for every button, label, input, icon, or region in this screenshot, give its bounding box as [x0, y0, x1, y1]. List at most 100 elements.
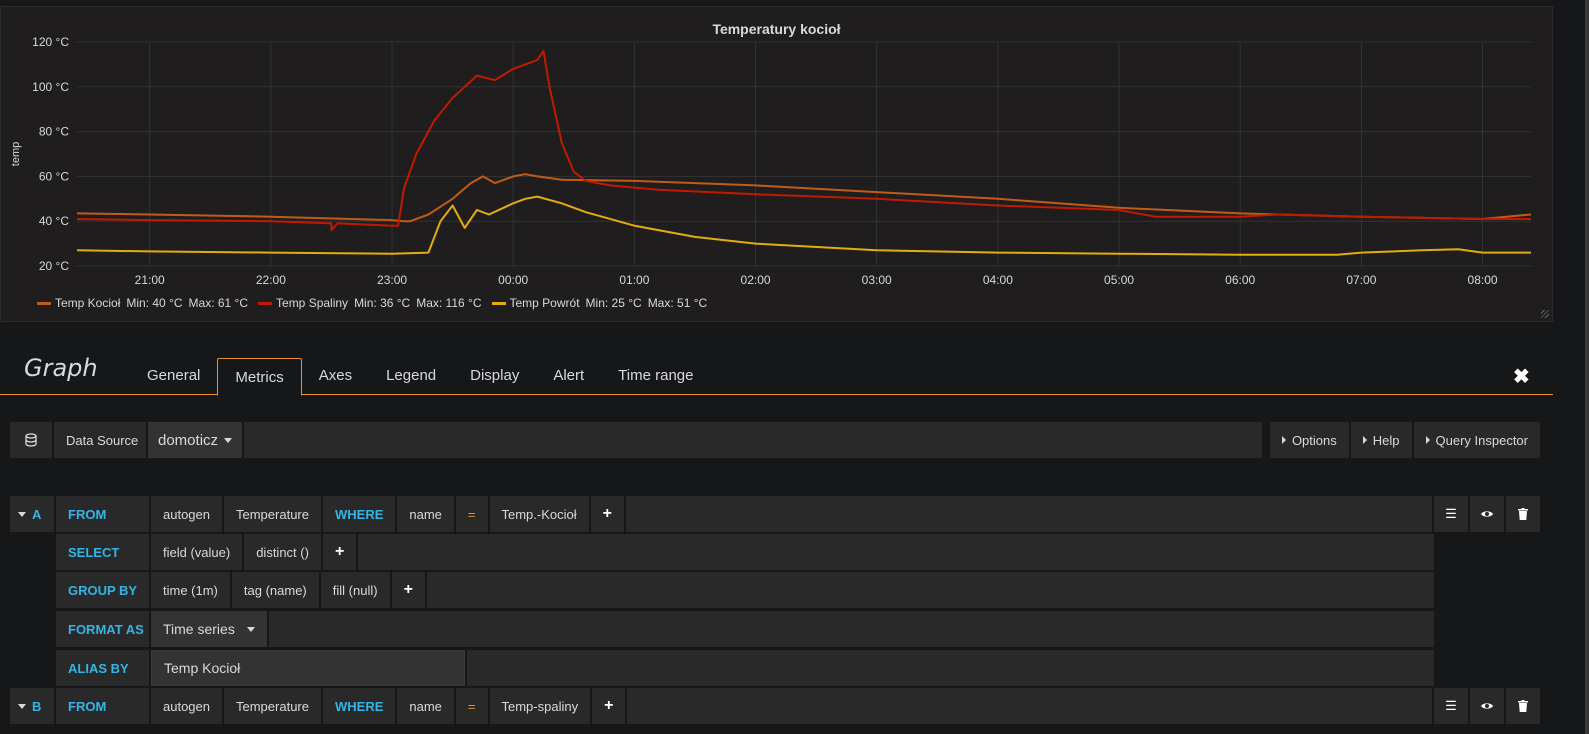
from-keyword: FROM: [56, 496, 149, 532]
x-tick-label: 06:00: [1225, 273, 1255, 287]
query-ref: A: [32, 506, 42, 522]
query-ref: B: [32, 698, 42, 714]
panel-resize-handle[interactable]: [1541, 310, 1549, 318]
groupby-keyword: GROUP BY: [56, 572, 149, 608]
x-tick-label: 03:00: [862, 273, 892, 287]
y-tick-label: 80 °C: [39, 125, 69, 139]
trash-icon[interactable]: [1506, 688, 1540, 724]
legend-swatch: [258, 301, 273, 305]
x-tick-label: 07:00: [1346, 273, 1376, 287]
trash-icon[interactable]: [1506, 496, 1540, 532]
series-line-0: [76, 173, 1532, 223]
datasource-select[interactable]: domoticz: [148, 422, 243, 458]
add-where-button[interactable]: +: [590, 496, 624, 532]
chevron-down-icon: [18, 511, 26, 517]
panel-title[interactable]: Temperatury kocioł: [712, 21, 841, 37]
scrollbar-thumb[interactable]: [1585, 0, 1589, 734]
query-inspector-label: Query Inspector: [1435, 432, 1529, 448]
x-tick-label: 05:00: [1104, 273, 1134, 287]
tab-legend[interactable]: Legend: [386, 367, 437, 384]
select-field-segment[interactable]: field (value): [151, 534, 243, 570]
database-icon: [10, 422, 52, 458]
legend-series-name: Temp Spaliny: [276, 296, 349, 310]
help-label: Help: [1372, 432, 1400, 448]
query-b-from-row: B FROM autogen Temperature WHERE name = …: [10, 688, 1540, 724]
select-function-segment[interactable]: distinct (): [244, 534, 321, 570]
x-tick-label: 22:00: [256, 273, 286, 287]
operator-segment[interactable]: =: [455, 496, 488, 532]
tag-value-segment[interactable]: Temp.-Kocioł: [489, 496, 589, 532]
query-a-toggle[interactable]: A: [10, 496, 54, 532]
x-tick-label: 21:00: [135, 273, 165, 287]
tag-value-segment[interactable]: Temp-spaliny: [489, 688, 591, 724]
row-spacer: [358, 534, 1434, 570]
add-groupby-button[interactable]: +: [391, 572, 425, 608]
y-tick-label: 100 °C: [32, 80, 69, 94]
datasource-row: Data Source domoticz Options Help Query …: [10, 422, 1540, 458]
caret-right-icon: [1425, 436, 1430, 444]
graph-panel: 20 °C 40 °C 60 °C 80 °C 100 °C 120 °C 21:00 22:…: [0, 6, 1553, 322]
caret-right-icon: [1281, 436, 1286, 444]
measurement-segment[interactable]: Temperature: [224, 688, 321, 724]
add-select-button[interactable]: +: [322, 534, 357, 570]
tab-axes[interactable]: Axes: [318, 367, 353, 384]
tab-alert[interactable]: Alert: [553, 367, 585, 384]
eye-icon[interactable]: [1470, 496, 1504, 532]
datasource-value: domoticz: [158, 431, 219, 449]
options-button[interactable]: Options: [1269, 422, 1349, 458]
chart-legend: Temp Kocioł Min: 40 °C Max: 61 °C Temp S…: [37, 296, 707, 310]
datasource-spacer: [244, 422, 1262, 458]
page-scrollbar[interactable]: [1556, 0, 1589, 734]
x-tick-label: 04:00: [983, 273, 1013, 287]
format-keyword: FORMAT AS: [56, 611, 149, 647]
row-spacer: [467, 650, 1434, 686]
x-tick-label: 00:00: [498, 273, 528, 287]
panel-editor: Graph General Metrics Axes Legend Displa…: [0, 340, 1553, 734]
query-inspector-button[interactable]: Query Inspector: [1413, 422, 1540, 458]
query-b-toggle[interactable]: B: [10, 688, 54, 724]
chevron-down-icon: [224, 437, 233, 443]
editor-tabs: General Metrics Axes Legend Display Aler…: [130, 357, 710, 396]
measurement-segment[interactable]: Temperature: [224, 496, 321, 532]
y-tick-label: 20 °C: [39, 259, 69, 273]
tag-key-segment[interactable]: name: [397, 688, 454, 724]
group-time-segment[interactable]: time (1m): [151, 572, 230, 608]
operator-segment[interactable]: =: [455, 688, 488, 724]
legend-min: Min: 36 °C: [354, 296, 411, 310]
query-a-format-row: FORMAT AS Time series: [56, 611, 1434, 647]
select-keyword: SELECT: [56, 534, 149, 570]
where-keyword: WHERE: [322, 688, 396, 724]
format-select[interactable]: Time series: [151, 611, 267, 647]
legend-item-temp-spaliny[interactable]: Temp Spaliny Min: 36 °C Max: 116 °C: [258, 296, 482, 310]
menu-icon[interactable]: ☰: [1434, 688, 1468, 724]
eye-icon[interactable]: [1470, 688, 1504, 724]
x-tick-label: 01:00: [619, 273, 649, 287]
policy-segment[interactable]: autogen: [151, 688, 222, 724]
tab-time-range[interactable]: Time range: [618, 367, 694, 384]
legend-max: Max: 116 °C: [416, 296, 482, 310]
y-axis-label: temp: [10, 142, 22, 166]
y-tick-label: 40 °C: [39, 214, 69, 228]
close-icon[interactable]: ✖: [1513, 366, 1530, 388]
group-fill-segment[interactable]: fill (null): [320, 572, 390, 608]
alias-keyword: ALIAS BY: [56, 650, 149, 686]
policy-segment[interactable]: autogen: [151, 496, 222, 532]
tab-metrics[interactable]: Metrics: [217, 358, 302, 396]
help-button[interactable]: Help: [1350, 422, 1412, 458]
tab-display[interactable]: Display: [470, 367, 520, 384]
tab-general[interactable]: General: [147, 367, 201, 384]
query-a-select-row: SELECT field (value) distinct () +: [56, 534, 1434, 570]
add-where-button[interactable]: +: [592, 688, 626, 724]
series-line-2: [76, 195, 1531, 256]
legend-swatch: [37, 301, 51, 305]
series-line-1: [76, 50, 1531, 232]
alias-input[interactable]: Temp Kocioł: [151, 650, 465, 686]
legend-item-temp-powrot[interactable]: Temp Powrót Min: 25 °C Max: 51 °C: [491, 296, 707, 310]
menu-icon[interactable]: ☰: [1434, 496, 1468, 532]
row-spacer: [627, 688, 1432, 724]
row-spacer: [625, 496, 1432, 532]
group-tag-segment[interactable]: tag (name): [231, 572, 319, 608]
editor-header: Graph General Metrics Axes Legend Displa…: [0, 340, 1553, 396]
tag-key-segment[interactable]: name: [397, 496, 454, 532]
legend-item-temp-kociol[interactable]: Temp Kocioł Min: 40 °C Max: 61 °C: [37, 296, 248, 310]
